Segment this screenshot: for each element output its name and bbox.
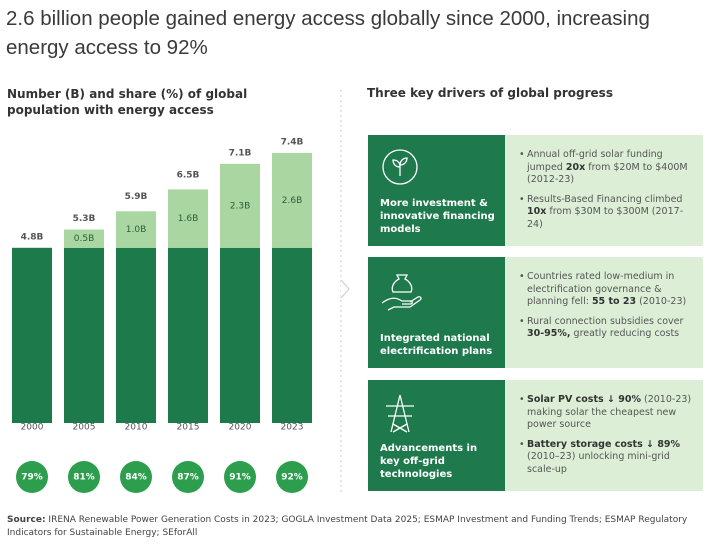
- bullet-text: from $30M to $300M (2017-24): [527, 206, 684, 230]
- total-label: 7.1B: [229, 148, 252, 158]
- bullet: Results-Based Financing climbed 10x from…: [519, 194, 693, 232]
- source: Source: IRENA Renewable Power Generation…: [7, 514, 707, 540]
- bullet-text: Results-Based Financing climbed: [527, 193, 683, 205]
- driver-panel: Advancements in key off-grid technologie…: [368, 380, 703, 491]
- share-marker: [172, 461, 204, 493]
- bar-segment: [12, 247, 52, 423]
- x-tick-label: 2000: [21, 423, 44, 433]
- driver-label: More investment & innovative financing m…: [380, 198, 495, 235]
- bar-segment: [168, 247, 208, 423]
- bullet: Annual off-grid solar funding jumped 20x…: [519, 149, 693, 187]
- chart-title: Number (B) and share (%) of global popul…: [7, 87, 248, 117]
- share-marker: [120, 461, 152, 493]
- share-label: 92%: [281, 473, 303, 483]
- segment-label: 0.5B: [74, 234, 95, 244]
- driver-panel: Integrated national electrification plan…: [368, 257, 703, 368]
- bar-segment: [116, 247, 156, 423]
- bullet-text: (2010–23) unlocking mini-grid scale-up: [527, 451, 670, 475]
- driver-label-box: More investment & innovative financing m…: [368, 135, 505, 246]
- bullet-text: 10x: [527, 206, 547, 217]
- driver-bullets: Annual off-grid solar funding jumped 20x…: [505, 135, 703, 246]
- bar-segment: [272, 247, 312, 423]
- total-label: 4.8B: [21, 232, 44, 242]
- bullet-text: from $20M to $400M (2012-23): [527, 161, 688, 186]
- segment-label: 2.3B: [230, 201, 251, 211]
- chart: 4.8B 2000 79% 0.5B 5.3B 2005 81% 1.0B 5.9B 2010 84…: [12, 137, 312, 493]
- driver-label-box: Integrated national electrification plan…: [368, 257, 505, 368]
- driver-panel: More investment & innovative financing m…: [368, 135, 703, 246]
- share-marker: [68, 461, 100, 493]
- x-tick-label: 2005: [73, 423, 96, 433]
- driver-bullets: Countries rated low-medium in electrific…: [505, 257, 703, 368]
- bullet-text: Annual off-grid solar funding jumped: [527, 149, 663, 173]
- x-tick-label: 2010: [125, 423, 148, 433]
- bullet-text: (2010-23) making solar the cheapest new …: [527, 394, 692, 430]
- share-marker: [224, 461, 256, 493]
- page-title: 2.6 billion people gained energy access …: [6, 7, 650, 59]
- total-label: 5.9B: [125, 192, 148, 202]
- bar-segment: [272, 152, 312, 248]
- bullet-text: Solar PV costs ↓ 90%: [527, 394, 641, 405]
- bullet-text: 30-95%,: [527, 328, 571, 339]
- icon: [382, 149, 418, 185]
- total-label: 5.3B: [73, 214, 96, 224]
- share-label: 87%: [177, 473, 199, 483]
- share-label: 81%: [73, 473, 95, 483]
- share-marker: [16, 461, 48, 493]
- bullet-text: Countries rated low-medium in electrific…: [527, 271, 675, 307]
- source-label: Source:: [7, 515, 46, 525]
- segment-label: 1.0B: [126, 225, 147, 235]
- bar-segment: [168, 189, 208, 248]
- bullet: Countries rated low-medium in electrific…: [519, 271, 693, 309]
- share-label: 91%: [229, 473, 251, 483]
- drivers-title: Three key drivers of global progress: [367, 86, 613, 100]
- bullet: Rural connection subsidies cover 30-95%,…: [519, 316, 693, 341]
- source-text: IRENA Renewable Power Generation Costs i…: [7, 515, 688, 538]
- x-tick-label: 2020: [229, 423, 252, 433]
- bar-segment: [116, 211, 156, 248]
- bullet-text: (2010-23): [636, 296, 687, 307]
- driver-label-box: Advancements in key off-grid technologie…: [368, 380, 505, 491]
- share-marker: [276, 461, 308, 493]
- total-label: 7.4B: [281, 137, 304, 147]
- bullet-text: Rural connection subsidies cover: [527, 315, 684, 327]
- bullet-text: Battery storage costs ↓ 89%: [527, 438, 681, 450]
- bullet-text: 55 to 23: [591, 296, 637, 307]
- x-tick-label: 2015: [177, 423, 200, 433]
- bar-segment: [220, 247, 260, 423]
- driver-label: Integrated national electrification plan…: [380, 333, 493, 357]
- bar-segment: [64, 229, 104, 248]
- segment-label: 1.6B: [178, 214, 199, 224]
- bullet-text: 20x: [565, 161, 586, 173]
- bar-segment: [64, 247, 104, 423]
- x-tick-label: 2023: [281, 423, 304, 433]
- driver-label: Advancements in key off-grid technologie…: [380, 443, 478, 480]
- total-label: 6.5B: [177, 170, 200, 180]
- icon: [386, 394, 414, 433]
- share-label: 84%: [125, 473, 147, 483]
- bar-segment: [220, 163, 260, 248]
- bullet-text: greatly reducing costs: [570, 328, 680, 339]
- bullet: Battery storage costs ↓ 89% (2010–23) un…: [519, 439, 693, 477]
- segment-label: 2.6B: [282, 196, 303, 206]
- driver-bullets: Solar PV costs ↓ 90% (2010-23) making so…: [505, 380, 703, 491]
- icon: [381, 274, 422, 311]
- share-label: 79%: [21, 473, 43, 483]
- bullet: Solar PV costs ↓ 90% (2010-23) making so…: [519, 394, 693, 432]
